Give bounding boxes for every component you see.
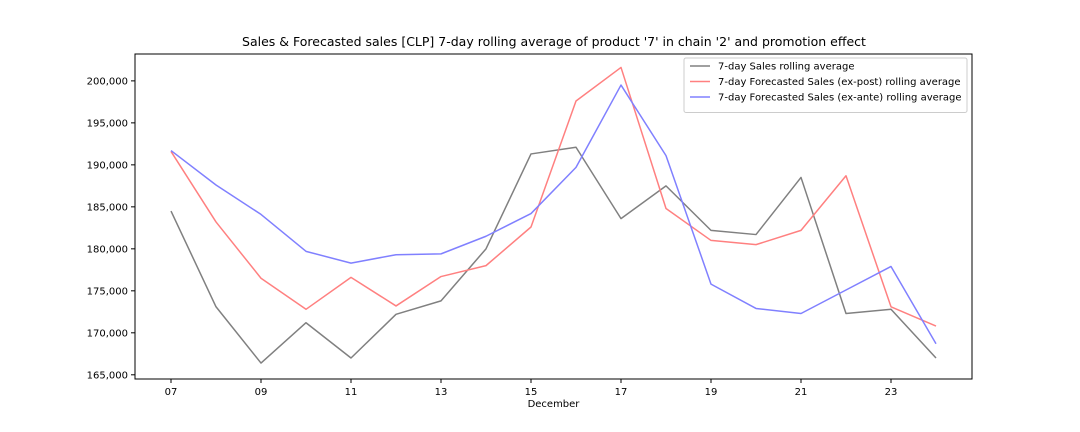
series-line-2 [170,66,937,327]
x-tick-label: 17 [615,387,628,398]
y-tick-label: 185,000 [87,202,128,213]
y-tick-label: 170,000 [87,328,128,339]
x-tick-label: 11 [345,387,358,398]
legend-label-3: 7-day Forecasted Sales (ex-ante) rolling… [718,93,962,104]
y-tick-label: 200,000 [87,76,128,87]
legend-label-2: 7-day Forecasted Sales (ex-post) rolling… [718,77,961,88]
chart-title: Sales & Forecasted sales [CLP] 7-day rol… [242,34,866,49]
y-tick-label: 195,000 [87,118,128,129]
legend-box [683,57,968,113]
y-tick-label: 175,000 [87,286,128,297]
x-tick-label: 23 [885,387,898,398]
series-line-1 [170,146,937,364]
legend-label-1: 7-day Sales rolling average [718,62,854,73]
y-tick-label: 165,000 [87,370,128,381]
x-axis: 07 09 11 13 15 17 19 21 23 [165,379,898,398]
x-tick-label: 15 [525,387,538,398]
y-tick-label: 190,000 [87,160,128,171]
plot-area-frame [134,53,973,380]
series-layer [170,66,937,364]
x-tick-label: 09 [255,387,268,398]
x-tick-label: 19 [705,387,718,398]
x-tick-label: 21 [795,387,808,398]
y-tick-label: 180,000 [87,244,128,255]
x-axis-label: December [528,399,581,410]
y-axis: 165,000 170,000 175,000 180,000 185,000 190,0… [87,76,135,381]
legend: 7-day Sales rolling average 7-day Forecas… [683,57,968,113]
series-line-3 [170,84,937,345]
x-tick-label: 07 [165,387,178,398]
x-tick-label: 13 [435,387,448,398]
